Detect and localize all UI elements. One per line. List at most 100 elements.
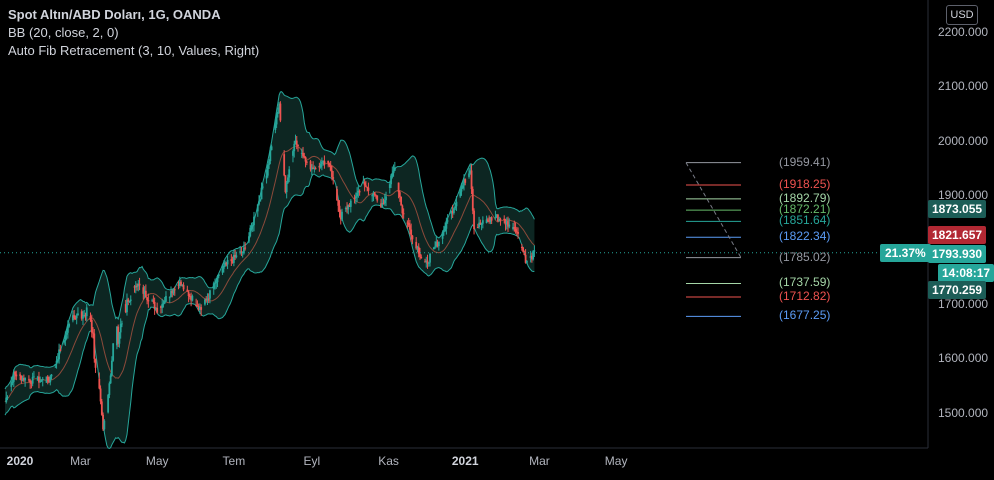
- candle-body: [138, 283, 141, 286]
- candle-body: [469, 170, 472, 174]
- candle-body: [137, 283, 140, 287]
- candle-body: [520, 247, 523, 249]
- candle-body: [349, 200, 352, 207]
- candle-body: [336, 189, 338, 201]
- candle-body: [230, 259, 233, 262]
- candle-body: [31, 376, 34, 384]
- symbol-title[interactable]: Spot Altın/ABD Doları, 1G, OANDA: [8, 7, 221, 22]
- candle-body: [94, 358, 97, 368]
- candle-body: [436, 241, 439, 247]
- candle-body: [45, 376, 48, 383]
- candle-body: [341, 211, 343, 220]
- candle-body: [429, 253, 431, 263]
- candle-body: [402, 213, 405, 215]
- candle-body: [85, 307, 88, 317]
- candle-body: [435, 241, 438, 247]
- candle-body: [455, 201, 458, 207]
- candle-body: [383, 200, 386, 204]
- candle-body: [353, 197, 356, 199]
- candle-body: [40, 379, 43, 381]
- candle-body: [48, 380, 50, 383]
- candle-body: [382, 202, 385, 204]
- candle-body: [445, 220, 448, 229]
- candle-body: [371, 195, 374, 197]
- candle-body: [39, 380, 42, 383]
- candle-body: [380, 203, 382, 208]
- candle-body: [168, 297, 171, 299]
- candle-body: [82, 316, 84, 319]
- candle-body: [217, 274, 220, 277]
- candle-body: [486, 219, 489, 221]
- candle-body: [24, 377, 27, 381]
- candle-body: [357, 190, 360, 193]
- candle-body: [249, 227, 252, 237]
- candle-body: [259, 199, 262, 202]
- candle-body: [5, 397, 8, 403]
- candle-body: [390, 175, 392, 185]
- candle-body: [270, 146, 273, 151]
- candle-body: [375, 195, 377, 197]
- candle-body: [515, 231, 518, 233]
- time-tick-label: Mar: [70, 454, 91, 468]
- candle-body: [66, 326, 69, 333]
- candle-body: [49, 376, 52, 383]
- candle-body: [497, 214, 499, 222]
- candle-body: [72, 315, 74, 321]
- candle-body: [454, 206, 457, 209]
- candle-body: [441, 232, 444, 239]
- candle-body: [304, 156, 307, 162]
- currency-button[interactable]: USD: [946, 5, 978, 25]
- price-tick-label: 1900.000: [938, 188, 989, 202]
- candle-body: [420, 256, 423, 259]
- candle-body: [29, 380, 32, 383]
- candle-body: [127, 299, 130, 303]
- candle-body: [362, 182, 365, 184]
- candle-body: [195, 305, 198, 307]
- candle-body: [329, 165, 332, 171]
- candle-body: [312, 167, 314, 170]
- candle-body: [160, 306, 162, 308]
- candle-body: [444, 228, 447, 232]
- candle-body: [222, 265, 225, 269]
- candle-body: [481, 220, 484, 224]
- candle-body: [498, 218, 501, 222]
- candle-body: [118, 332, 121, 344]
- candle-body: [147, 300, 150, 302]
- fib-legend[interactable]: Auto Fib Retracement (3, 10, Values, Rig…: [8, 43, 260, 58]
- candle-body: [320, 161, 323, 165]
- candle-body: [478, 222, 480, 228]
- candle-body: [274, 124, 277, 130]
- candle-body: [468, 173, 470, 177]
- candle-body: [73, 315, 76, 318]
- fib-label: (1872.21): [779, 202, 831, 217]
- fib-label: (1677.25): [779, 308, 831, 323]
- candle-body: [393, 167, 396, 171]
- candle-body: [288, 169, 291, 178]
- chart-legend: Spot Altın/ABD Doları, 1G, OANDA BB (20,…: [8, 6, 259, 60]
- candle-body: [161, 304, 164, 308]
- candle-body: [248, 236, 250, 242]
- candle-body: [90, 319, 93, 333]
- candle-body: [65, 332, 68, 335]
- candle-body: [173, 289, 176, 291]
- candle-body: [358, 190, 361, 193]
- candle-body: [284, 175, 287, 193]
- candle-body: [77, 313, 79, 316]
- candle-body: [98, 378, 101, 389]
- candle-body: [128, 300, 131, 303]
- candle-body: [529, 255, 532, 259]
- candle-body: [207, 298, 210, 300]
- candle-body: [146, 297, 148, 301]
- candle-body: [89, 316, 92, 320]
- candle-body: [232, 255, 235, 263]
- bollinger-legend[interactable]: BB (20, close, 2, 0): [8, 25, 119, 40]
- candle-body: [499, 218, 502, 221]
- candle-body: [209, 290, 211, 299]
- candle-body: [337, 200, 340, 206]
- candle-body: [331, 170, 333, 178]
- candle-body: [38, 376, 40, 383]
- candle-body: [54, 364, 57, 366]
- candle-body: [348, 205, 351, 207]
- candle-body: [58, 349, 60, 360]
